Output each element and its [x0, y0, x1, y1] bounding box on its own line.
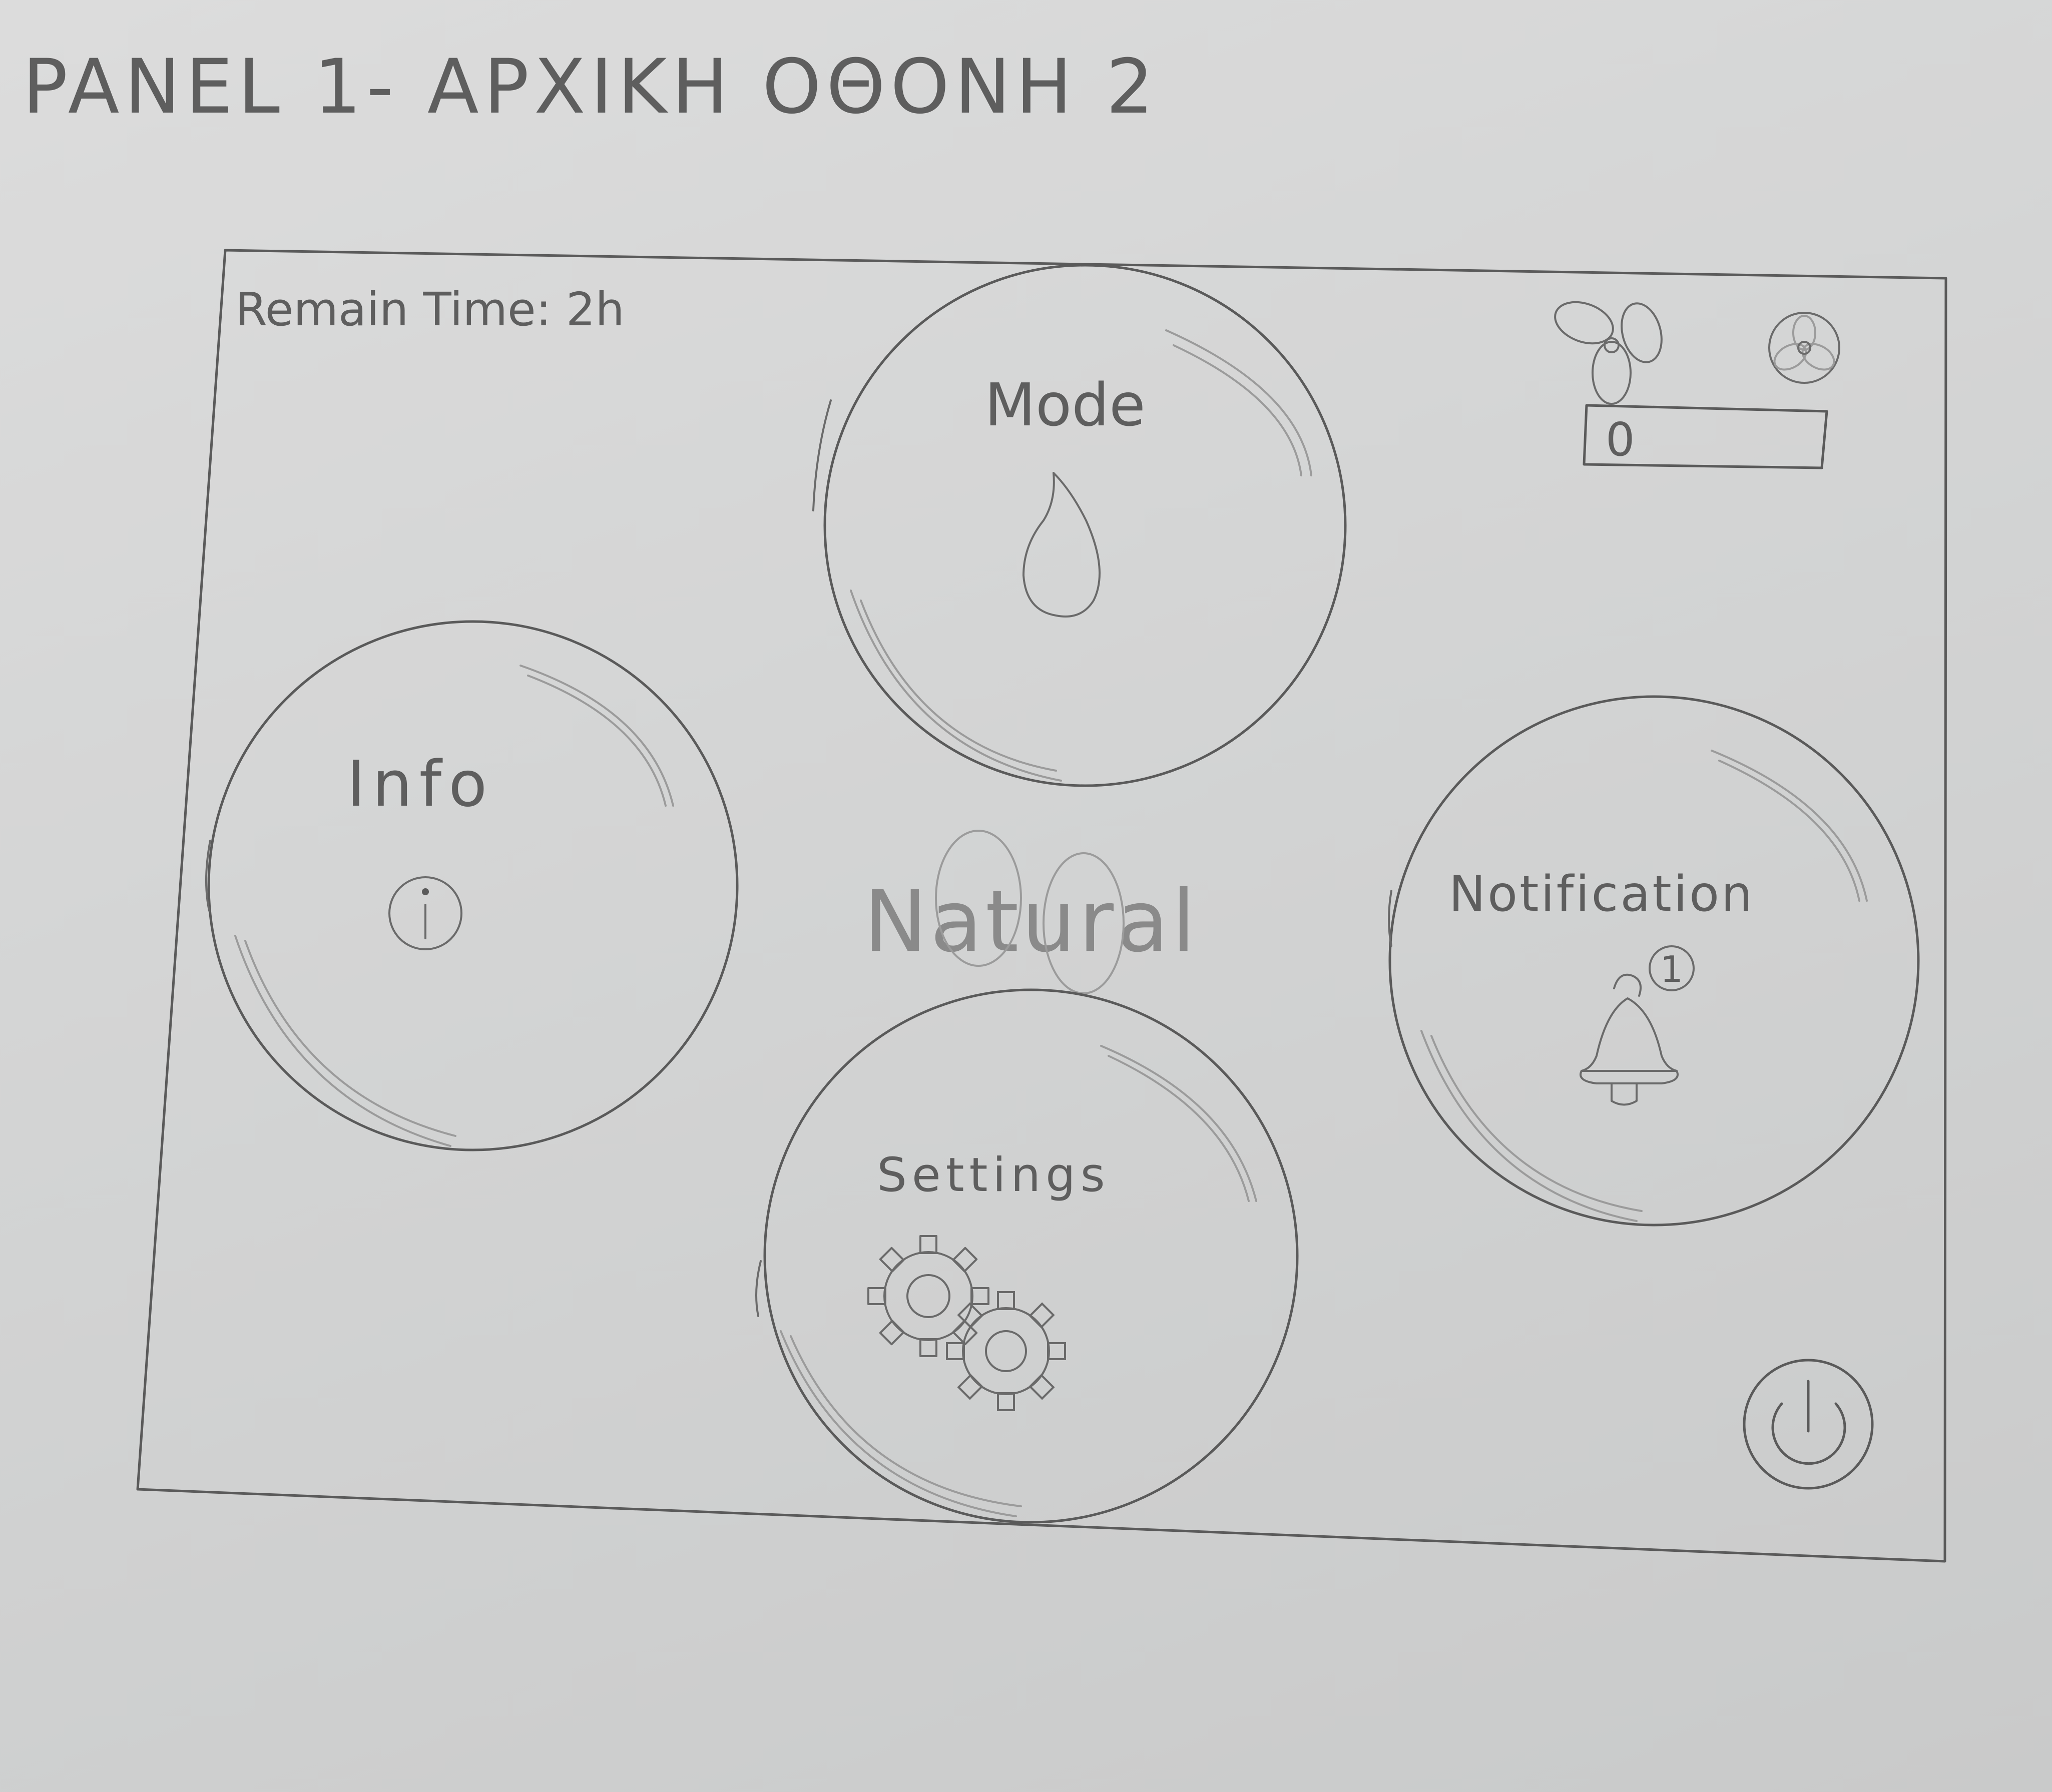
settings-button[interactable]: Settings: [755, 988, 1299, 1524]
info-icon: [388, 876, 462, 950]
mode-button[interactable]: Mode: [812, 264, 1347, 787]
notification-button[interactable]: Notification 1: [1388, 695, 1920, 1227]
fan-speed-value: 0: [1606, 413, 1635, 466]
bell-icon: [1580, 973, 1679, 1106]
fan-alt-icon[interactable]: [1768, 312, 1840, 384]
mode-label: Mode: [984, 370, 1146, 439]
info-button[interactable]: Info: [205, 620, 739, 1151]
fan-icon[interactable]: [1550, 295, 1668, 405]
notification-badge-count: 1: [1660, 948, 1683, 990]
remain-time-label: Remain Time: 2h: [235, 283, 625, 336]
fan-speed-display[interactable]: 0: [1583, 404, 1828, 469]
page-title: PANEL 1- ΑΡΧΙΚΗ ΟΘΟΝΗ 2: [23, 44, 1159, 131]
water-drop-icon: [1022, 472, 1101, 618]
power-icon: [1771, 1380, 1846, 1465]
screen-frame: [136, 249, 1947, 1563]
current-mode-label: Natural: [863, 872, 1198, 971]
notification-label: Notification: [1449, 866, 1754, 923]
notification-badge: 1: [1649, 945, 1695, 991]
info-label: Info: [347, 747, 494, 821]
gear-icon: [867, 1235, 1066, 1411]
power-button[interactable]: [1743, 1359, 1874, 1490]
settings-label: Settings: [877, 1148, 1110, 1203]
